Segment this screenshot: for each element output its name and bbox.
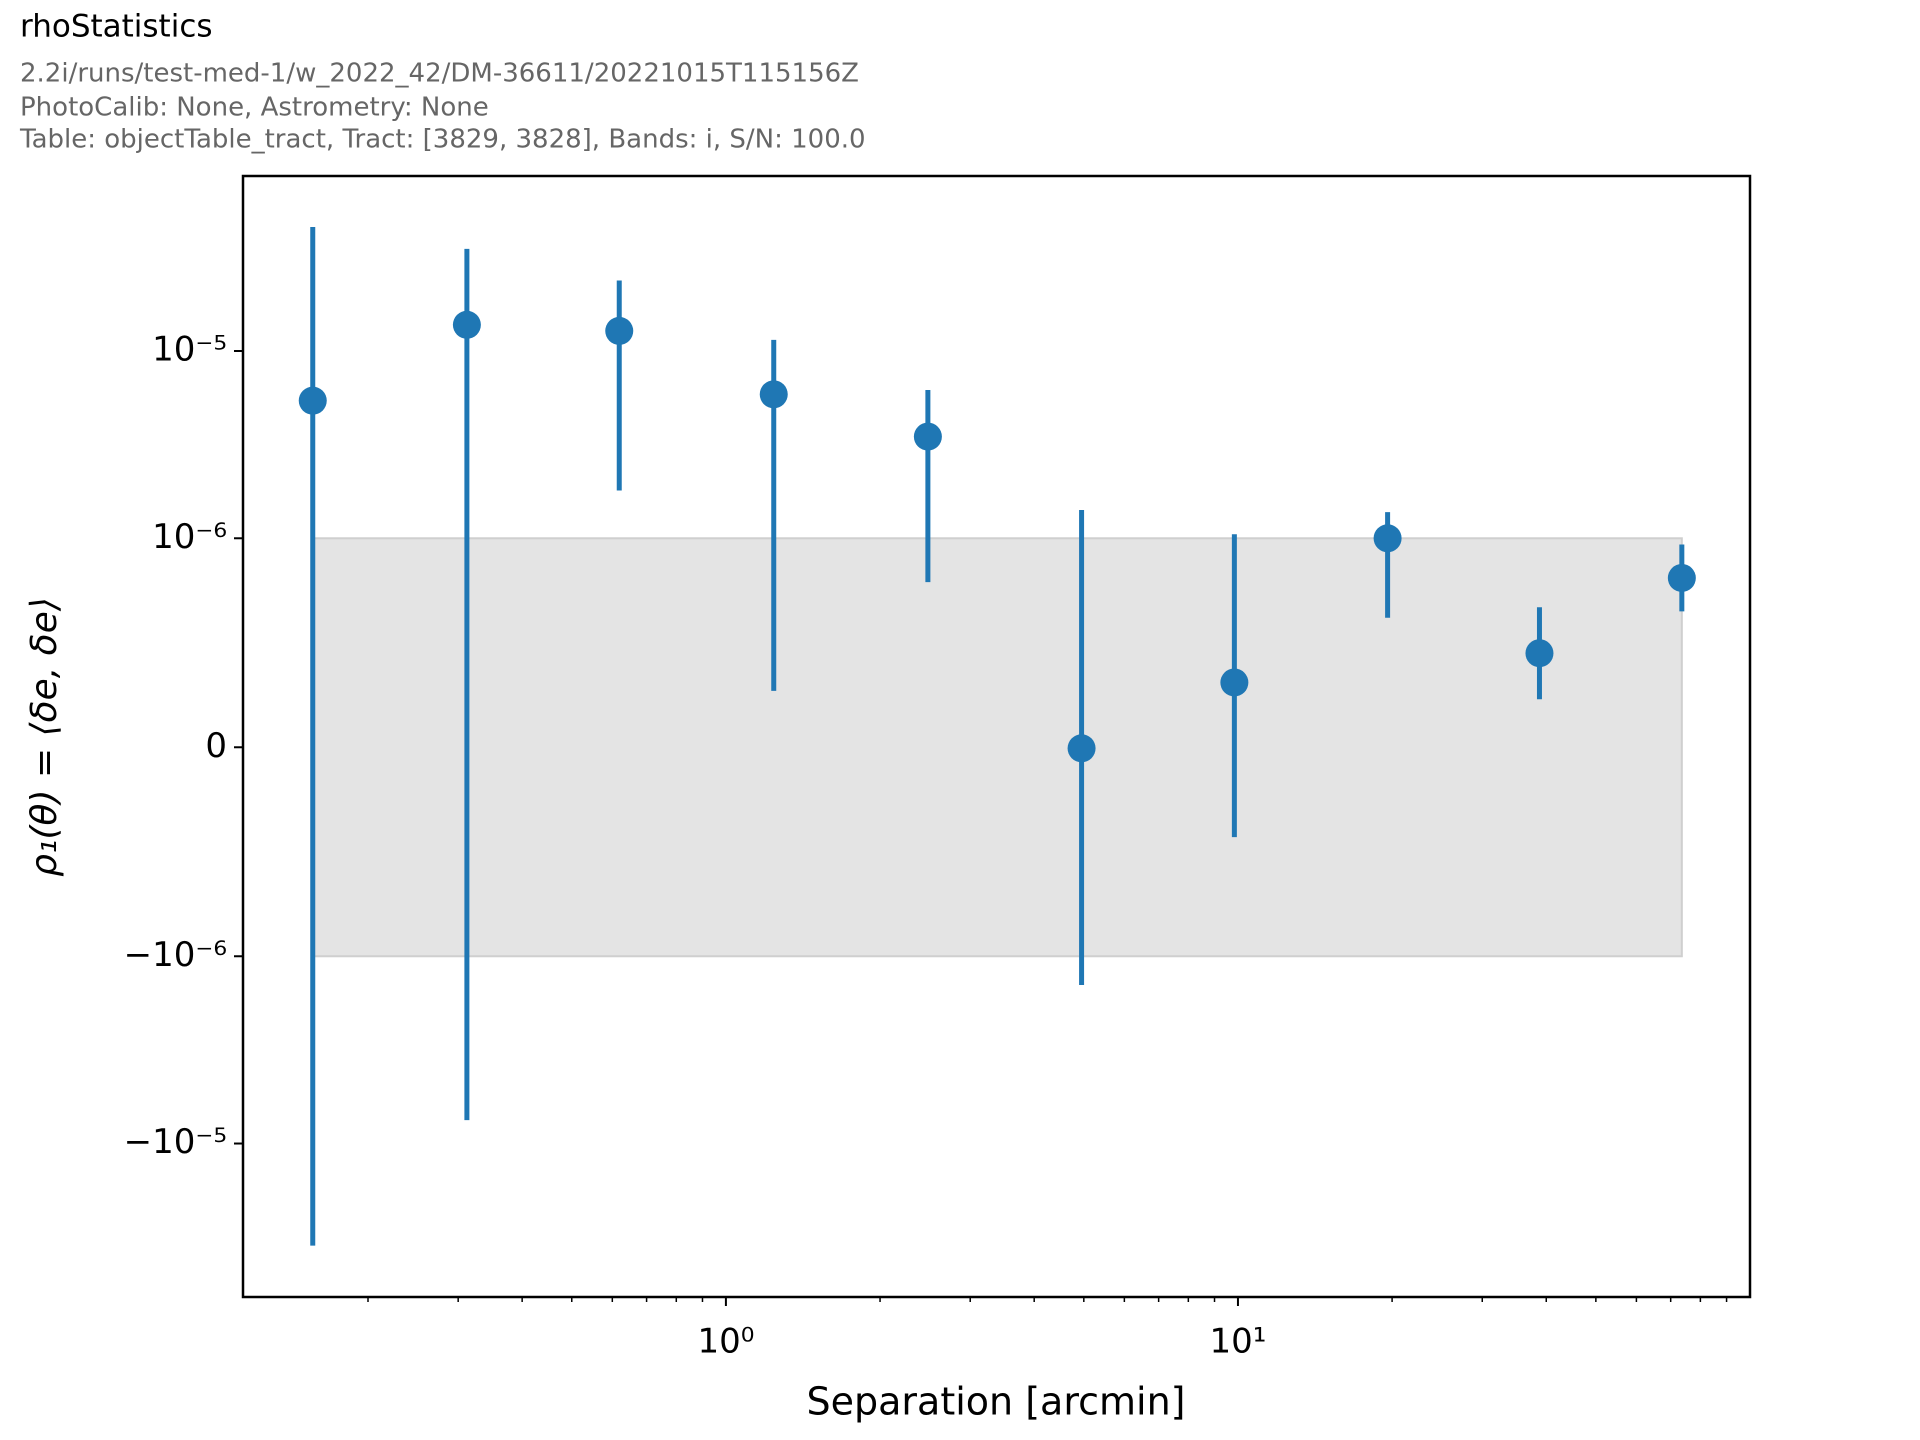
point — [298, 386, 327, 415]
point — [1667, 563, 1696, 592]
chart-title: rhoStatistics — [20, 9, 213, 45]
y-tick-label: 10⁻⁶ — [152, 517, 227, 557]
y-tick-label: −10⁻⁶ — [124, 935, 227, 975]
point — [913, 422, 942, 451]
x-tick-label: 10⁰ — [697, 1322, 754, 1362]
point — [605, 316, 634, 345]
subtitle: Table: objectTable_tract, Tract: [3829, … — [19, 125, 866, 155]
point — [1373, 524, 1402, 553]
subtitle: 2.2i/runs/test-med-1/w_2022_42/DM-36611/… — [20, 59, 859, 89]
point — [1220, 668, 1249, 697]
point — [452, 310, 481, 339]
y-tick-label: 0 — [205, 726, 227, 766]
point — [1525, 639, 1554, 668]
y-tick-label: −10⁻⁵ — [124, 1122, 227, 1162]
x-tick-label: 10¹ — [1210, 1322, 1267, 1362]
plot-frame — [241, 174, 1752, 1299]
shaded-band — [311, 537, 1683, 958]
y-axis-label: ρ₁(θ) = ⟨δe, δe⟩ — [24, 597, 65, 877]
point — [759, 380, 788, 409]
point — [1067, 734, 1096, 763]
x-axis-label: Separation [arcmin] — [807, 1380, 1186, 1424]
subtitle: PhotoCalib: None, Astrometry: None — [20, 93, 489, 123]
y-tick-label: 10⁻⁵ — [152, 330, 227, 370]
